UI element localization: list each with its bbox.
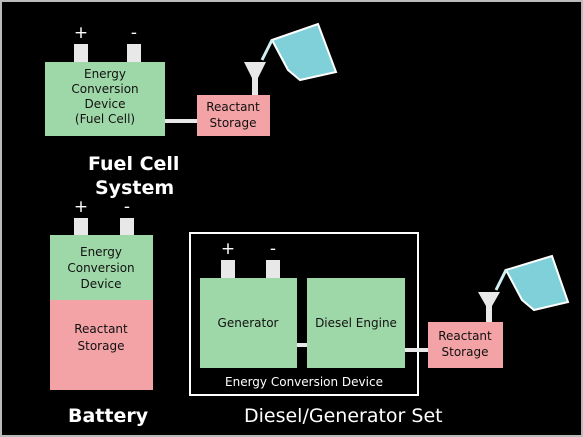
device-label: (Fuel Cell) xyxy=(75,112,135,126)
page: { "fuel_cell_system": { "title": ["Fuel … xyxy=(0,0,583,437)
terminal xyxy=(221,260,235,278)
plus-label: + xyxy=(74,197,88,217)
terminal xyxy=(127,44,141,62)
storage-label: Reactant xyxy=(74,322,128,336)
plus-label: + xyxy=(74,23,88,43)
storage-label: Reactant xyxy=(438,329,492,343)
storage-label: Storage xyxy=(78,339,125,353)
storage-label: Storage xyxy=(442,345,489,359)
device-label: Device xyxy=(84,97,125,111)
terminal xyxy=(120,218,134,235)
device-label: Conversion xyxy=(67,261,134,275)
device-label: Energy Conversion Device xyxy=(225,375,383,389)
minus-label: - xyxy=(124,197,130,217)
title: System xyxy=(95,177,174,199)
minus-label: - xyxy=(270,239,276,259)
title: Battery xyxy=(68,405,149,427)
storage-label: Reactant xyxy=(206,100,260,114)
device-label: Conversion xyxy=(71,82,138,96)
diagram: + - Energy Conversion Device (Fuel Cell)… xyxy=(0,0,583,437)
generator-label: Generator xyxy=(218,316,279,330)
device-label: Device xyxy=(80,277,121,291)
terminal xyxy=(266,260,280,278)
device-label: Energy xyxy=(84,67,126,81)
title: Diesel/Generator Set xyxy=(244,405,443,427)
engine-label: Diesel Engine xyxy=(315,316,397,330)
plus-label: + xyxy=(221,239,235,259)
storage-label: Storage xyxy=(210,116,257,130)
terminal xyxy=(74,44,88,62)
terminal xyxy=(74,218,88,235)
minus-label: - xyxy=(131,23,137,43)
title: Fuel Cell xyxy=(88,153,179,175)
device-label: Energy xyxy=(80,245,122,259)
